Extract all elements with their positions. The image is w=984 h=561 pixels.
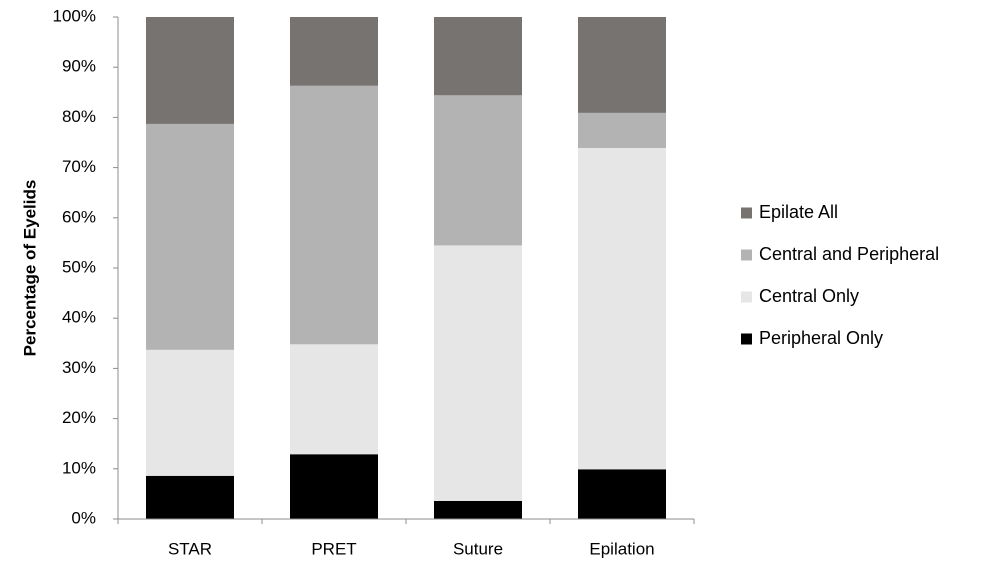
legend-label: Central and Peripheral xyxy=(759,244,939,264)
bars xyxy=(146,17,666,519)
legend-item: Central and Peripheral xyxy=(741,244,939,264)
bar-segment-central-and-peripheral-star xyxy=(146,123,234,350)
y-tick-label: 50% xyxy=(62,257,96,276)
y-tick-label: 60% xyxy=(62,207,96,226)
x-tick-label: PRET xyxy=(311,539,356,558)
x-axis-tick-labels: STAR PRET Suture Epilation xyxy=(168,539,655,558)
y-tick-label: 40% xyxy=(62,308,96,327)
legend-label: Peripheral Only xyxy=(759,328,883,348)
y-tick-label: 90% xyxy=(62,57,96,76)
bar-segment-central-and-peripheral-epilation xyxy=(578,112,666,149)
y-tick-label: 80% xyxy=(62,107,96,126)
bar-segment-peripheral-only-star xyxy=(146,475,234,519)
bar-segment-peripheral-only-suture xyxy=(434,500,522,519)
legend: Epilate All Central and Peripheral Central… xyxy=(741,202,939,348)
y-tick-label: 100% xyxy=(53,6,96,25)
legend-item: Peripheral Only xyxy=(741,328,883,348)
bar-segment-epilate-all-star xyxy=(146,17,234,124)
bar-segment-central-only-suture xyxy=(434,245,522,501)
y-tick-label: 30% xyxy=(62,358,96,377)
legend-swatch xyxy=(741,291,752,303)
legend-swatch xyxy=(741,207,752,219)
x-tick-label: STAR xyxy=(168,539,212,558)
x-axis-ticks xyxy=(117,519,695,524)
legend-item: Central Only xyxy=(741,286,859,306)
bar-segment-peripheral-only-epilation xyxy=(578,469,666,519)
y-tick-label: 10% xyxy=(62,458,96,477)
bar-segment-central-and-peripheral-suture xyxy=(434,95,522,246)
y-axis-ticks xyxy=(113,16,118,520)
legend-item: Epilate All xyxy=(741,202,838,222)
x-tick-label: Suture xyxy=(453,539,503,558)
legend-label: Central Only xyxy=(759,286,859,306)
x-tick-label: Epilation xyxy=(589,539,654,558)
y-axis-tick-labels: 0% 10% 20% 30% 40% 50% 60% 70% 80% 90% 100% xyxy=(53,6,96,527)
bar-segment-epilate-all-pret xyxy=(290,17,378,86)
bar-segment-central-only-pret xyxy=(290,344,378,455)
y-tick-label: 20% xyxy=(62,408,96,427)
legend-swatch xyxy=(741,249,752,261)
y-tick-label: 0% xyxy=(71,508,96,527)
legend-swatch xyxy=(741,333,752,345)
bar-segment-central-only-epilation xyxy=(578,148,666,470)
y-axis-title: Percentage of Eyelids xyxy=(20,180,39,357)
bar-segment-epilate-all-epilation xyxy=(578,17,666,113)
bar-segment-central-and-peripheral-pret xyxy=(290,85,378,345)
y-tick-label: 70% xyxy=(62,157,96,176)
bar-segment-peripheral-only-pret xyxy=(290,454,378,519)
bar-segment-central-only-star xyxy=(146,349,234,476)
legend-label: Epilate All xyxy=(759,202,838,222)
bar-segment-epilate-all-suture xyxy=(434,17,522,96)
